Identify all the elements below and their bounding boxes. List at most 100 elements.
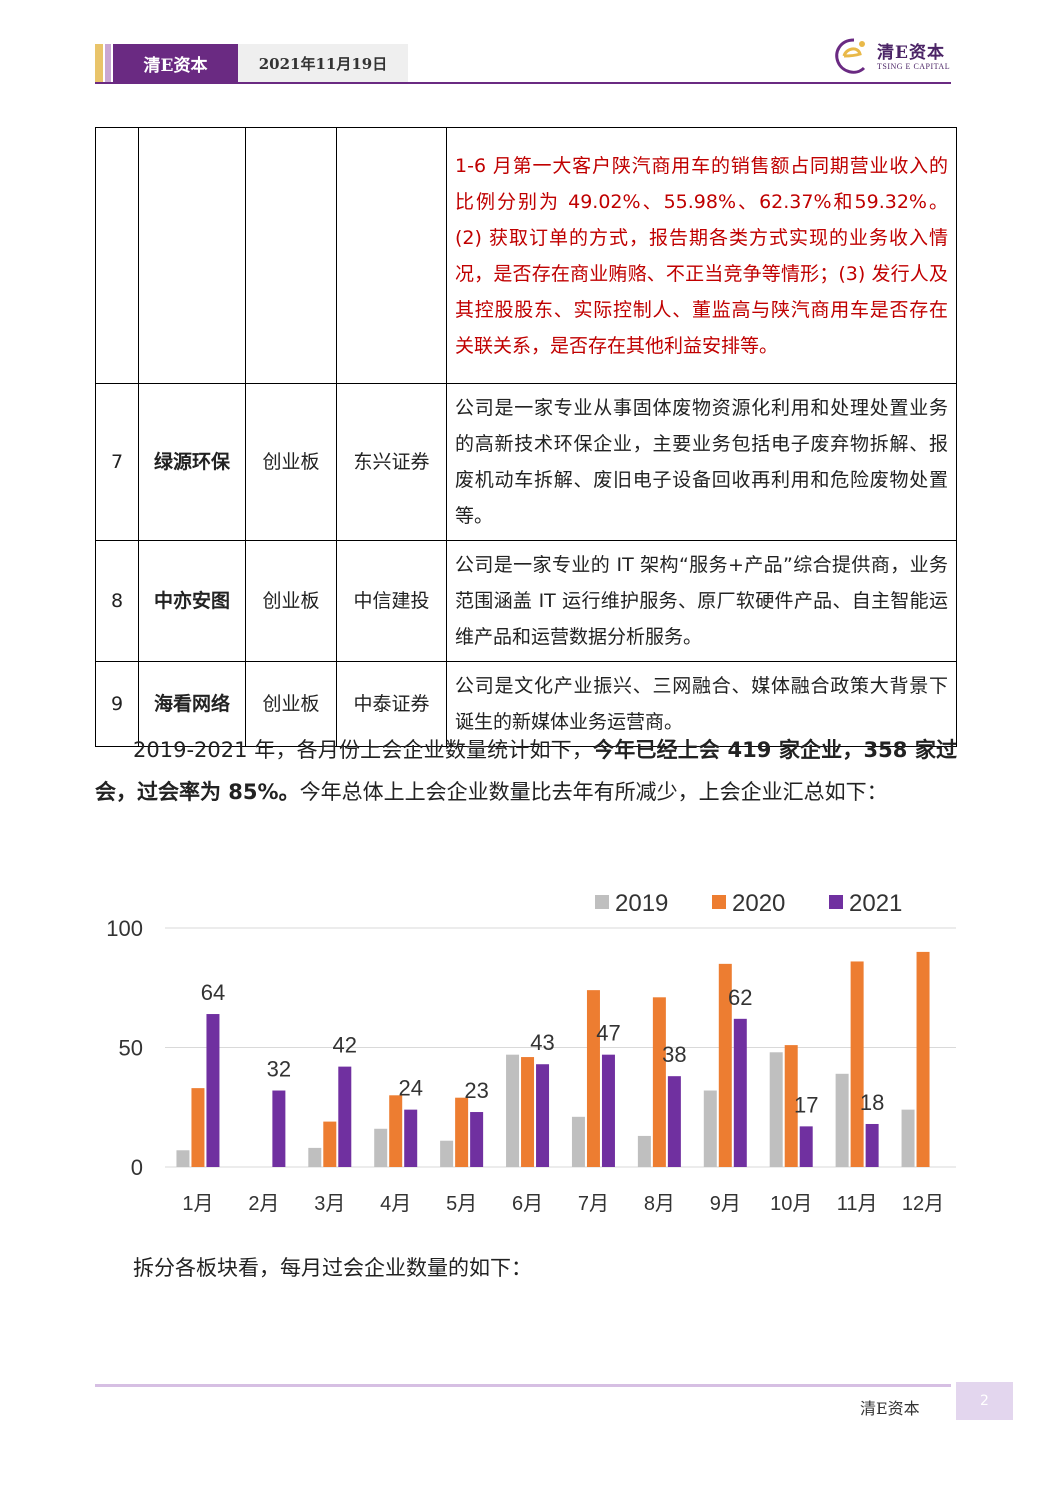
company-description: 公司是一家专业的 IT 架构“服务+产品”综合提供商，业务范围涵盖 IT 运行维… — [446, 540, 957, 662]
legend-swatch — [595, 895, 609, 909]
summary-text-tail: 今年总体上上会企业数量比去年有所减少，上会企业汇总如下： — [299, 780, 888, 804]
bar-2020 — [718, 963, 732, 1167]
bar-2019 — [703, 1090, 717, 1167]
sponsor-broker: 东兴证券 — [336, 383, 447, 541]
page-number: 2 — [956, 1382, 1013, 1420]
bar-2019 — [440, 1140, 454, 1167]
legend-swatch — [829, 895, 843, 909]
bar-2020 — [521, 1057, 535, 1167]
bar-2019 — [835, 1073, 849, 1167]
y-tick-label: 50 — [119, 1036, 143, 1061]
summary-text-lead: 2019-2021 年，各月份上会企业数量统计如下， — [133, 738, 594, 762]
data-label: 23 — [464, 1078, 488, 1103]
bar-2021 — [733, 1018, 747, 1167]
table-row: 9 海看网络 创业板 中泰证券 公司是文化产业振兴、三网融合、媒体融合政策大背景… — [95, 661, 957, 747]
legend-label: 2021 — [849, 890, 902, 917]
bar-2021 — [667, 1076, 681, 1167]
bar-2020 — [389, 1095, 403, 1167]
x-tick-label: 8月 — [644, 1193, 675, 1215]
y-tick-label: 0 — [131, 1155, 143, 1180]
legend-label: 2019 — [615, 890, 668, 917]
x-tick-label: 6月 — [512, 1193, 543, 1215]
x-tick-label: 12月 — [902, 1193, 944, 1215]
header-accent-lilac — [105, 44, 111, 82]
legend-swatch — [712, 895, 726, 909]
bar-2021 — [206, 1014, 220, 1167]
bar-2019 — [769, 1052, 783, 1167]
bar-2021 — [799, 1126, 813, 1167]
table-cell — [336, 127, 447, 384]
listing-board: 创业板 — [245, 540, 337, 662]
bar-2019 — [176, 1150, 190, 1167]
table-row: 1-6 月第一大客户陕汽商用车的销售额占同期营业收入的比例分别为 49.02%、… — [95, 127, 957, 384]
bar-2021 — [272, 1090, 286, 1167]
table-cell — [138, 127, 246, 384]
bar-2020 — [191, 1088, 205, 1167]
bar-2020 — [784, 1045, 798, 1167]
data-label: 43 — [530, 1030, 554, 1055]
table-row: 8 中亦安图 创业板 中信建投 公司是一家专业的 IT 架构“服务+产品”综合提… — [95, 540, 957, 662]
data-label: 42 — [333, 1033, 357, 1058]
data-label: 62 — [728, 985, 752, 1010]
footer-divider — [95, 1384, 951, 1387]
logo-text-en: TSING E CAPITAL — [877, 62, 951, 71]
bar-2021 — [536, 1064, 550, 1167]
ipo-company-table: 1-6 月第一大客户陕汽商用车的销售额占同期营业收入的比例分别为 49.02%、… — [95, 127, 957, 747]
row-number: 8 — [95, 540, 139, 662]
data-label: 47 — [596, 1021, 620, 1046]
bar-2020 — [652, 997, 666, 1167]
bar-2020 — [455, 1097, 469, 1167]
bar-2019 — [308, 1147, 322, 1167]
company-logo-icon — [835, 38, 866, 74]
bar-2019 — [637, 1135, 651, 1167]
bar-2021 — [601, 1054, 615, 1167]
bar-2019 — [571, 1116, 585, 1167]
listing-board: 创业板 — [245, 383, 337, 541]
legend-label: 2020 — [732, 890, 785, 917]
header-divider — [95, 82, 951, 84]
data-label: 18 — [860, 1090, 884, 1115]
bar-2019 — [374, 1128, 388, 1167]
table-cell — [245, 127, 337, 384]
followup-paragraph: 拆分各板块看，每月过会企业数量的如下： — [133, 1256, 532, 1280]
summary-paragraph: 2019-2021 年，各月份上会企业数量统计如下，今年已经上会 419 家企业… — [95, 729, 957, 813]
footer-brand: 清E资本 — [860, 1399, 920, 1418]
company-description: 公司是一家专业从事固体废物资源化利用和处理处置业务的高新技术环保企业，主要业务包… — [446, 383, 957, 541]
sponsor-broker: 中信建投 — [336, 540, 447, 662]
header-date: 2021年11月19日 — [238, 44, 408, 82]
x-tick-label: 4月 — [380, 1193, 411, 1215]
company-name: 中亦安图 — [138, 540, 246, 662]
y-tick-label: 100 — [106, 916, 143, 941]
data-label: 64 — [201, 980, 225, 1005]
bar-2021 — [470, 1112, 484, 1167]
x-tick-label: 5月 — [446, 1193, 477, 1215]
row-number: 9 — [95, 661, 139, 747]
row-number: 7 — [95, 383, 139, 541]
table-row: 7 绿源环保 创业板 东兴证券 公司是一家专业从事固体废物资源化利用和处理处置业… — [95, 383, 957, 541]
bar-2020 — [323, 1121, 337, 1167]
data-label: 24 — [398, 1076, 422, 1101]
bar-2019 — [901, 1109, 915, 1167]
monthly-listing-chart: 0 50 100 64 1月 32 2月 42 3月 24 4月 23 5月 43 6月 47 7月 38 8月 62… — [106, 890, 956, 1215]
header-brand: 清E资本 — [113, 44, 238, 82]
logo-text-cn: 清E资本 — [877, 43, 945, 63]
x-tick-label: 7月 — [578, 1193, 609, 1215]
bar-2020 — [916, 951, 930, 1167]
table-cell — [95, 127, 139, 384]
x-tick-label: 9月 — [710, 1193, 741, 1215]
header-accent-yellow — [95, 44, 103, 82]
data-label: 17 — [794, 1092, 818, 1117]
listing-board: 创业板 — [245, 661, 337, 747]
x-tick-label: 2月 — [248, 1193, 279, 1215]
bar-2020 — [850, 961, 864, 1167]
bar-2020 — [586, 990, 600, 1167]
bar-2021 — [404, 1109, 418, 1167]
x-tick-label: 11月 — [837, 1193, 878, 1215]
bar-2021 — [865, 1123, 879, 1167]
bar-2021 — [338, 1066, 352, 1167]
data-label: 38 — [662, 1042, 686, 1067]
company-description: 公司是文化产业振兴、三网融合、媒体融合政策大背景下诞生的新媒体业务运营商。 — [446, 661, 957, 747]
bar-2019 — [506, 1054, 520, 1167]
data-label: 32 — [267, 1057, 291, 1082]
sponsor-broker: 中泰证券 — [336, 661, 447, 747]
